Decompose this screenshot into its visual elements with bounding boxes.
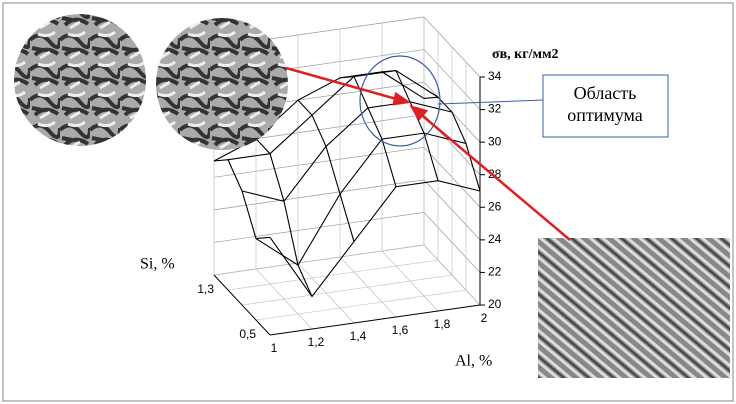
- x-tick-label: 1: [271, 341, 278, 355]
- z-tick-label: 30: [488, 134, 502, 148]
- z-tick-label: 32: [488, 102, 502, 116]
- y-tick-label: 1,3: [197, 282, 214, 296]
- x-tick-label: 2: [481, 311, 488, 325]
- z-tick-label: 34: [488, 69, 502, 83]
- z-tick-label: 22: [488, 265, 502, 279]
- z-tick-label: 26: [488, 199, 502, 213]
- y-axis-title: Si, %: [140, 256, 175, 273]
- micrograph: [156, 18, 288, 150]
- x-tick-label: 1,8: [434, 317, 451, 331]
- micrograph: [538, 238, 730, 378]
- z-tick-label: 20: [488, 297, 502, 311]
- x-axis-title: Al, %: [455, 353, 492, 370]
- x-tick-label: 1,2: [308, 335, 325, 349]
- micrograph: [14, 14, 146, 146]
- y-tick-label: 0,5: [239, 327, 256, 341]
- x-tick-label: 1,4: [350, 329, 367, 343]
- z-tick-label: 24: [488, 232, 502, 246]
- x-tick-label: 1,6: [392, 323, 409, 337]
- figure: 2022242628303234σв, кг/мм211,21,41,61,82…: [0, 0, 736, 404]
- z-axis-title: σв, кг/мм2: [492, 47, 559, 62]
